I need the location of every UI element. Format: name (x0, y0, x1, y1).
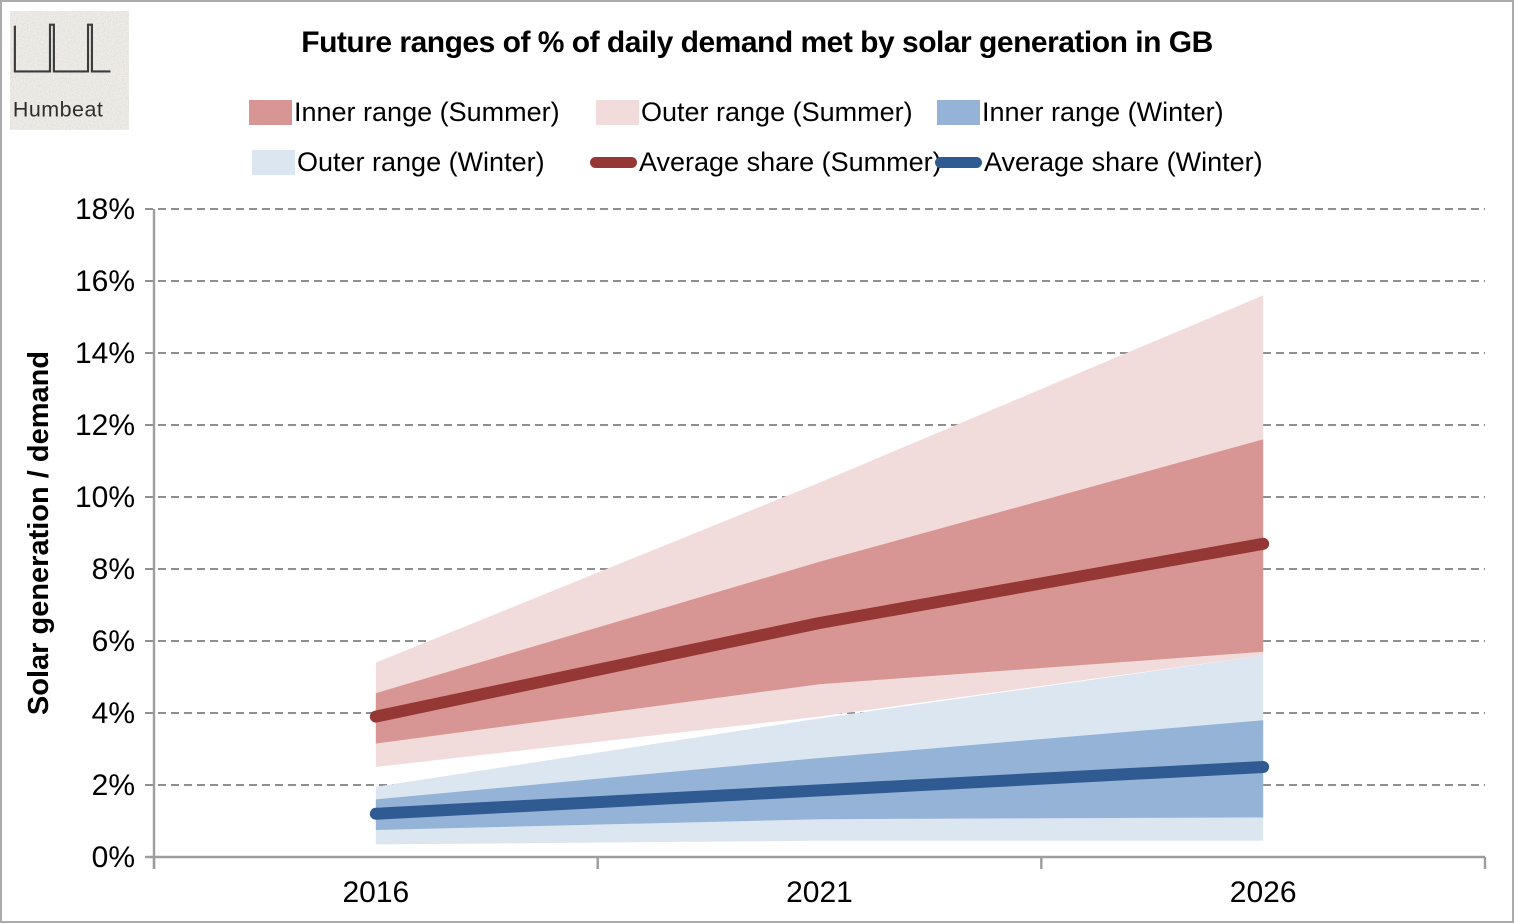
outer-range-winter-swatch-icon (252, 150, 295, 175)
legend-item-inner-range-summer: Inner range (Summer) (249, 99, 560, 126)
legend-label: Average share (Winter) (984, 147, 1263, 177)
average-share-summer-line-icon (590, 157, 637, 168)
legend-item-outer-range-summer: Outer range (Summer) (596, 99, 913, 126)
y-tick-label: 10% (75, 481, 135, 514)
legend-label: Inner range (Summer) (294, 97, 560, 127)
y-tick-label: 18% (75, 193, 135, 226)
legend-label: Inner range (Winter) (982, 97, 1224, 127)
logo-wordmark: Humbeat (13, 97, 103, 121)
inner-range-summer-swatch-icon (249, 100, 292, 125)
x-tick-label: 2021 (786, 876, 853, 909)
line-average-share-summer- (369, 537, 1270, 723)
x-tick-label: 2016 (342, 876, 409, 909)
y-tick-label: 6% (92, 625, 135, 658)
y-tick-label: 14% (75, 337, 135, 370)
average-share-winter-line-icon (935, 157, 982, 168)
axes (145, 209, 1487, 869)
y-tick-label: 0% (92, 841, 135, 874)
x-tick-label: 2026 (1230, 876, 1297, 909)
legend-label: Outer range (Winter) (297, 147, 545, 177)
inner-range-winter-swatch-icon (937, 100, 980, 125)
y-tick-label: 4% (92, 697, 135, 730)
x-axis-labels: 2016 2021 2026 (342, 876, 1296, 909)
y-tick-label: 2% (92, 769, 135, 802)
y-axis-labels: 0% 2% 4% 6% 8% 10% 12% 14% 16% 18% (75, 193, 135, 874)
pulse-wave-icon (13, 23, 111, 73)
legend-item-inner-range-winter: Inner range (Winter) (937, 99, 1224, 126)
y-tick-label: 8% (92, 553, 135, 586)
y-tick-label: 12% (75, 409, 135, 442)
series (369, 295, 1270, 845)
legend-label: Outer range (Summer) (641, 97, 913, 127)
y-axis-title: Solar generation / demand (23, 351, 55, 715)
y-tick-label: 16% (75, 265, 135, 298)
legend-item-average-share-summer: Average share (Summer) (590, 149, 942, 176)
chart-title: Future ranges of % of daily demand met b… (301, 26, 1213, 59)
legend-item-outer-range-winter: Outer range (Winter) (252, 149, 545, 176)
line-average-share-winter- (369, 761, 1270, 820)
humbeat-logo: Humbeat (10, 11, 129, 130)
legend-label: Average share (Summer) (639, 147, 942, 177)
outer-range-summer-swatch-icon (596, 100, 639, 125)
legend-item-average-share-winter: Average share (Winter) (935, 149, 1263, 176)
